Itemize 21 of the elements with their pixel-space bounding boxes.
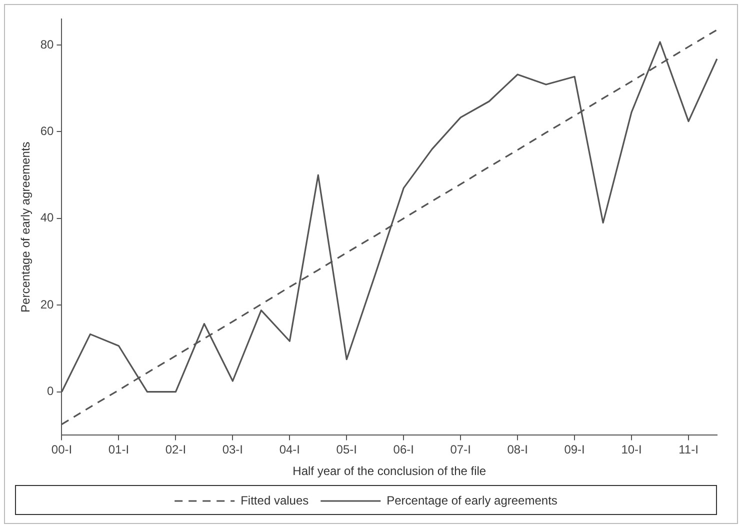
x-tick-label: 07-I bbox=[450, 442, 471, 457]
x-tick-label: 11-I bbox=[678, 442, 698, 457]
x-tick-label: 04-I bbox=[279, 442, 300, 457]
y-axis-title: Percentage of early agreements bbox=[18, 142, 33, 312]
x-tick-label: 08-I bbox=[507, 442, 528, 457]
x-tick-label: 06-I bbox=[393, 442, 414, 457]
y-tick-label: 40 bbox=[40, 210, 54, 225]
x-tick-label: 01-I bbox=[108, 442, 130, 457]
y-tick-label: 60 bbox=[40, 124, 54, 138]
x-tick-label: 09-I bbox=[564, 442, 585, 457]
y-tick-label: 0 bbox=[47, 384, 54, 398]
y-tick-label: 80 bbox=[40, 37, 54, 52]
x-tick-label: 10-I bbox=[621, 442, 642, 457]
x-tick-label: 00-I bbox=[51, 442, 72, 457]
legend-label: Fitted values bbox=[240, 493, 309, 508]
y-tick-label: 20 bbox=[40, 297, 54, 312]
x-tick-label: 02-I bbox=[165, 442, 186, 457]
x-tick-label: 03-I bbox=[222, 442, 244, 457]
x-tick-label: 05-I bbox=[336, 442, 357, 457]
legend-label: Percentage of early agreements bbox=[386, 493, 558, 508]
x-axis-title: Half year of the conclusion of the file bbox=[292, 464, 486, 478]
